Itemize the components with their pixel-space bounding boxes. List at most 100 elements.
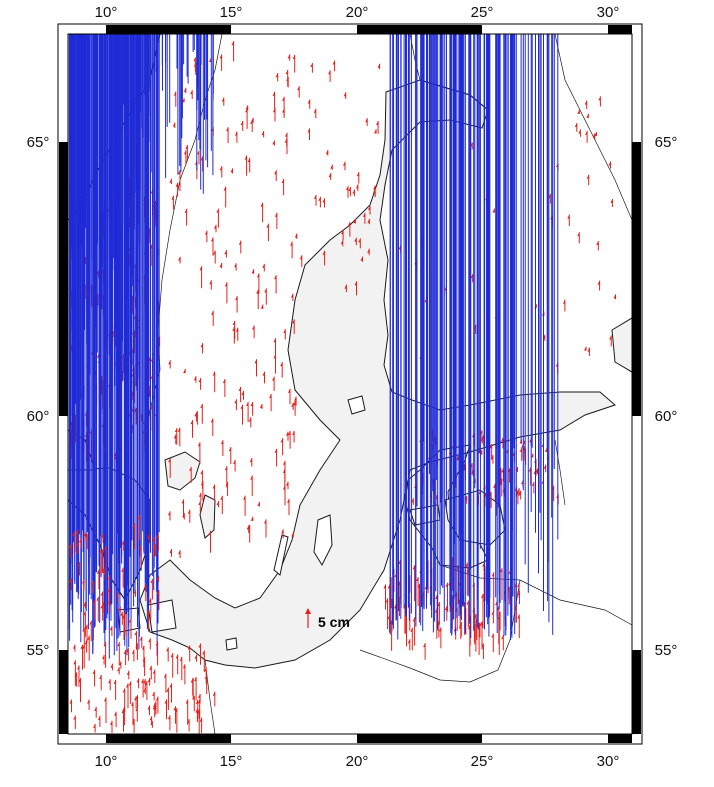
vector-head bbox=[412, 565, 415, 570]
vector-head bbox=[240, 120, 243, 125]
vector-head bbox=[444, 605, 447, 610]
vector-head bbox=[246, 401, 249, 406]
vector-head bbox=[438, 627, 441, 632]
vector-head bbox=[574, 122, 577, 127]
vector-head bbox=[213, 250, 216, 255]
vector-head bbox=[147, 705, 150, 710]
vector-head bbox=[72, 531, 75, 536]
lon-label-bottom-30: 30° bbox=[597, 753, 620, 770]
vector-head bbox=[97, 715, 100, 720]
vector-head bbox=[584, 346, 587, 351]
vector-head bbox=[273, 354, 276, 359]
vector-head bbox=[123, 611, 126, 616]
vector-head bbox=[110, 720, 113, 725]
vector-head bbox=[153, 544, 156, 549]
vector-head bbox=[113, 679, 116, 684]
vector-head bbox=[132, 523, 135, 528]
vector-head bbox=[148, 598, 151, 603]
vector-head bbox=[288, 430, 291, 435]
vector-head bbox=[187, 719, 190, 724]
vector-head bbox=[238, 386, 241, 391]
vector-head bbox=[362, 212, 365, 217]
vector-head bbox=[293, 400, 296, 405]
vector-head bbox=[435, 594, 438, 599]
vector-head bbox=[234, 263, 237, 268]
vector-head bbox=[152, 669, 155, 674]
vector-head bbox=[260, 404, 263, 409]
vector-head bbox=[212, 691, 215, 696]
vector-head bbox=[567, 214, 570, 219]
vector-head bbox=[491, 610, 494, 615]
vector-head bbox=[348, 186, 351, 191]
vector-head bbox=[133, 589, 136, 594]
vector-head bbox=[283, 460, 286, 465]
vector-head bbox=[155, 641, 158, 646]
vectors bbox=[68, 34, 616, 734]
lat-label-right-55: 55° bbox=[655, 642, 678, 659]
vector-head bbox=[465, 562, 468, 567]
vector-head bbox=[285, 69, 288, 74]
vector-head bbox=[216, 208, 219, 213]
vector-head bbox=[597, 280, 600, 285]
vector-head bbox=[481, 435, 484, 440]
longitude-labels-bottom: 10° 15° 20° 25° 30° bbox=[95, 753, 620, 770]
vector-head bbox=[423, 643, 426, 648]
vector-head bbox=[197, 150, 200, 155]
vector-head bbox=[490, 454, 493, 459]
vector-head bbox=[517, 614, 520, 619]
vector-head bbox=[100, 591, 103, 596]
vector-head bbox=[466, 600, 469, 605]
vector-head bbox=[193, 57, 196, 62]
vector-head bbox=[192, 695, 195, 700]
vector-head bbox=[434, 608, 437, 613]
lat-label-right-60: 60° bbox=[655, 408, 678, 425]
vector-head bbox=[528, 467, 531, 472]
vector-head bbox=[294, 396, 297, 401]
bornholm bbox=[225, 637, 238, 651]
vector-head bbox=[238, 240, 241, 245]
vector-head bbox=[285, 132, 288, 137]
vector-head bbox=[163, 673, 166, 678]
vector-head bbox=[96, 596, 99, 601]
vector-head bbox=[121, 708, 124, 713]
vector-head bbox=[135, 695, 138, 700]
vector-head bbox=[204, 674, 207, 679]
vector-head bbox=[135, 643, 138, 648]
vector-head bbox=[283, 329, 286, 334]
vector-head bbox=[219, 263, 222, 268]
vector-head bbox=[73, 660, 76, 665]
vector-head bbox=[179, 656, 182, 661]
vector-head bbox=[531, 481, 534, 486]
vector-head bbox=[577, 232, 580, 237]
vector-head bbox=[235, 296, 238, 301]
vector-head bbox=[195, 699, 198, 704]
vector-head bbox=[330, 164, 333, 169]
vector-head bbox=[121, 540, 124, 545]
vector-head bbox=[102, 654, 105, 659]
vector-head bbox=[211, 237, 214, 242]
vector-head bbox=[108, 679, 111, 684]
vector-head bbox=[228, 446, 231, 451]
vector-head bbox=[274, 212, 277, 217]
vector-head bbox=[260, 202, 263, 207]
vector-head bbox=[223, 186, 226, 191]
vector-head bbox=[198, 500, 201, 505]
vector-head bbox=[190, 420, 193, 425]
vector-head bbox=[250, 516, 253, 521]
lat-label-left-65: 65° bbox=[27, 134, 50, 151]
vector-head bbox=[129, 618, 132, 623]
vector-head bbox=[368, 205, 371, 210]
vector-head bbox=[117, 642, 120, 647]
lon-label-bottom-25: 25° bbox=[471, 753, 494, 770]
vector-head bbox=[290, 293, 293, 298]
vector-head bbox=[274, 448, 277, 453]
lon-label-top-20: 20° bbox=[346, 4, 369, 21]
vector-head bbox=[517, 583, 520, 588]
vector-head bbox=[142, 657, 145, 662]
vector-head bbox=[247, 524, 250, 529]
vector-head bbox=[521, 443, 524, 448]
vector-head bbox=[210, 418, 213, 423]
vector-head bbox=[143, 679, 146, 684]
vector-head bbox=[467, 625, 470, 630]
gulf-of-bothnia bbox=[139, 79, 616, 669]
